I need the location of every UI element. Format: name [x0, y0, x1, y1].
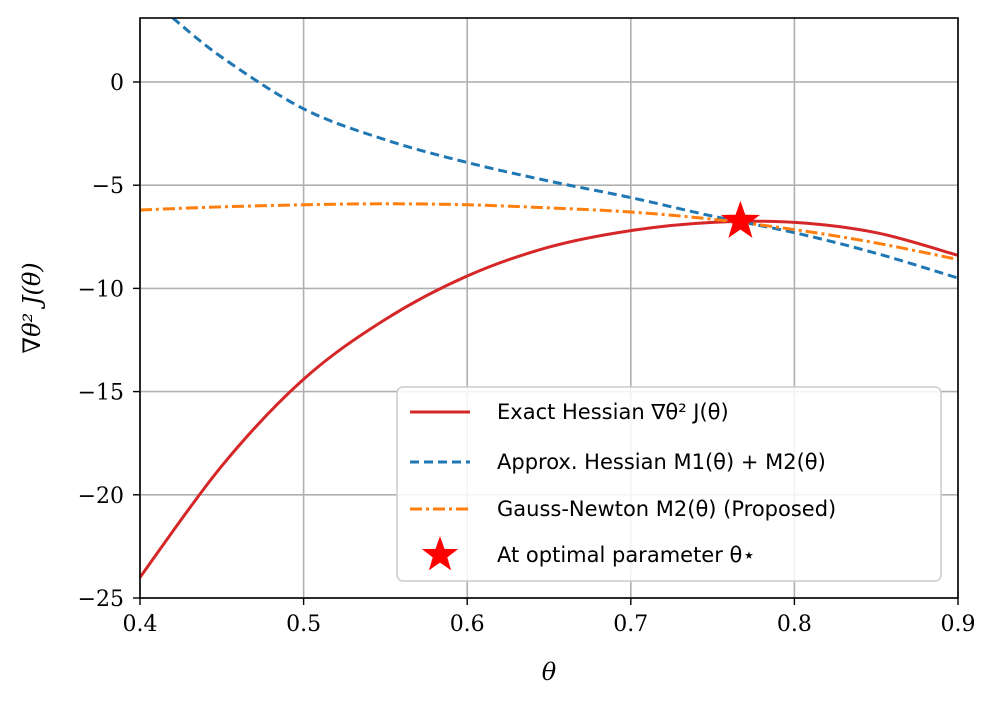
- series-line-approx-hessian: [171, 18, 958, 280]
- x-axis-label: θ: [542, 658, 557, 686]
- legend-label-gauss-newton: Gauss-Newton M2(θ) (Proposed): [497, 497, 836, 521]
- legend-label-optimal-parameter: At optimal parameter θ⋆: [497, 543, 756, 567]
- y-tick-label: −15: [78, 381, 124, 406]
- legend-label-exact-hessian: Exact Hessian ∇θ² J(θ): [497, 400, 729, 424]
- optimal-parameter-star: [720, 200, 760, 238]
- x-tick-label: 0.9: [941, 612, 976, 637]
- series-line-exact-hessian: [140, 219, 958, 579]
- legend: Exact Hessian ∇θ² J(θ) Approx. Hessian M…: [396, 386, 942, 582]
- y-tick-label: −5: [92, 174, 124, 199]
- y-tick-labels: 0 −5 −10 −15 −20 −25: [78, 71, 124, 612]
- x-tick-label: 0.5: [286, 612, 321, 637]
- y-tick-label: −25: [78, 587, 124, 612]
- x-tick-label: 0.8: [777, 612, 812, 637]
- y-tick-label: 0: [110, 71, 124, 96]
- legend-label-approx-hessian: Approx. Hessian M1(θ) + M2(θ): [497, 450, 826, 474]
- x-tick-labels: 0.4 0.5 0.6 0.7 0.8 0.9: [123, 612, 976, 637]
- series-layer: [140, 18, 958, 579]
- y-axis-label: ∇θ² J(θ): [18, 262, 46, 353]
- y-tick-label: −20: [78, 484, 124, 509]
- legend-star-icon: [421, 536, 459, 571]
- y-tick-label: −10: [78, 277, 124, 302]
- x-tick-label: 0.6: [450, 612, 485, 637]
- axis-ticks: [133, 81, 959, 605]
- legend-box: [396, 386, 942, 582]
- series-line-gauss-newton: [140, 202, 958, 261]
- x-tick-label: 0.4: [123, 612, 158, 637]
- marker-layer: [720, 200, 760, 238]
- x-tick-label: 0.7: [613, 612, 648, 637]
- plot-frame: [139, 17, 959, 599]
